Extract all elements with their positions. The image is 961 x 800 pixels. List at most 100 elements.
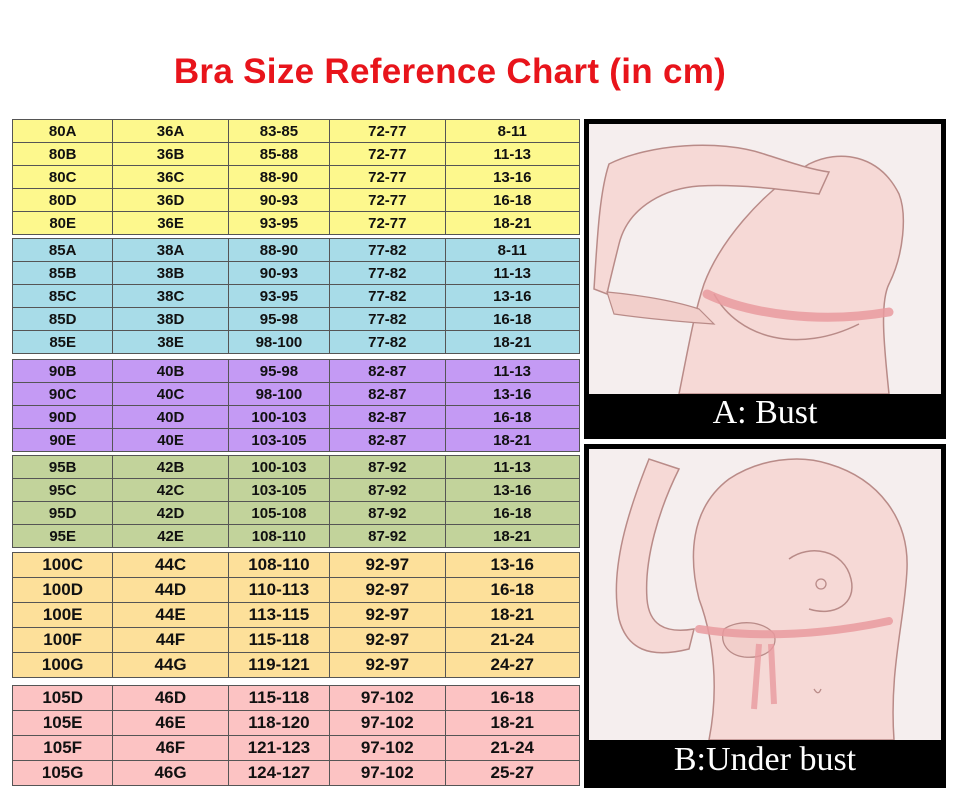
us-size-cell: 36D [112, 188, 229, 212]
table-row: 100D 44D 110-113 92-97 16-18 [11, 577, 580, 603]
eu-size-cell: 105G [11, 760, 114, 786]
under-bust-range-cell: 92-97 [329, 652, 446, 678]
table-row: 95E 42E 108-110 87-92 18-21 [11, 524, 580, 548]
table-row: 85D 38D 95-98 77-82 16-18 [11, 307, 580, 331]
bust-range-cell: 93-95 [227, 284, 331, 308]
us-size-cell: 40D [112, 405, 229, 429]
table-row: 80A 36A 83-85 72-77 8-11 [11, 119, 580, 143]
difference-range-cell: 21-24 [444, 735, 580, 761]
under-bust-range-cell: 97-102 [329, 735, 446, 761]
difference-range-cell: 11-13 [444, 261, 580, 285]
table-row: 105E 46E 118-120 97-102 18-21 [11, 710, 580, 736]
eu-size-cell: 100F [11, 627, 114, 653]
table-row: 90E 40E 103-105 82-87 18-21 [11, 428, 580, 452]
under-bust-range-cell: 77-82 [329, 330, 446, 354]
table-row: 90B 40B 95-98 82-87 11-13 [11, 359, 580, 383]
table-row: 105G 46G 124-127 97-102 25-27 [11, 760, 580, 786]
bust-range-cell: 100-103 [227, 405, 331, 429]
eu-size-cell: 105F [11, 735, 114, 761]
bust-range-cell: 110-113 [227, 577, 331, 603]
eu-size-cell: 85C [11, 284, 114, 308]
eu-size-cell: 90B [11, 359, 114, 383]
under-bust-range-cell: 97-102 [329, 710, 446, 736]
eu-size-cell: 85B [11, 261, 114, 285]
us-size-cell: 40C [112, 382, 229, 406]
table-row: 105F 46F 121-123 97-102 21-24 [11, 735, 580, 761]
under-bust-range-cell: 87-92 [329, 455, 446, 479]
us-size-cell: 40B [112, 359, 229, 383]
difference-range-cell: 11-13 [444, 359, 580, 383]
table-row: 85E 38E 98-100 77-82 18-21 [11, 330, 580, 354]
us-size-cell: 44C [112, 552, 229, 578]
us-size-cell: 36B [112, 142, 229, 166]
bust-range-cell: 121-123 [227, 735, 331, 761]
bust-range-cell: 118-120 [227, 710, 331, 736]
us-size-cell: 38C [112, 284, 229, 308]
eu-size-cell: 80E [11, 211, 114, 235]
table-row: 80E 36E 93-95 72-77 18-21 [11, 211, 580, 235]
eu-size-cell: 90D [11, 405, 114, 429]
under-bust-range-cell: 97-102 [329, 685, 446, 711]
under-bust-range-cell: 77-82 [329, 307, 446, 331]
eu-size-cell: 100C [11, 552, 114, 578]
table-row: 105D 46D 115-118 97-102 16-18 [11, 685, 580, 711]
bust-range-cell: 100-103 [227, 455, 331, 479]
table-row: 85C 38C 93-95 77-82 13-16 [11, 284, 580, 308]
under-bust-range-cell: 92-97 [329, 602, 446, 628]
bust-range-cell: 93-95 [227, 211, 331, 235]
bust-range-cell: 124-127 [227, 760, 331, 786]
us-size-cell: 38A [112, 238, 229, 262]
bust-range-cell: 98-100 [227, 330, 331, 354]
under-bust-range-cell: 82-87 [329, 405, 446, 429]
bust-range-cell: 88-90 [227, 238, 331, 262]
table-row: 95C 42C 103-105 87-92 13-16 [11, 478, 580, 502]
under-bust-range-cell: 82-87 [329, 382, 446, 406]
eu-size-cell: 105E [11, 710, 114, 736]
difference-range-cell: 25-27 [444, 760, 580, 786]
bust-caption: A: Bust [712, 394, 818, 431]
difference-range-cell: 18-21 [444, 428, 580, 452]
under-bust-illustration-panel: B:Under bust [584, 444, 946, 788]
difference-range-cell: 16-18 [444, 685, 580, 711]
difference-range-cell: 24-27 [444, 652, 580, 678]
size-group-table: 100C 44C 108-110 92-97 13-16 100D 44D 110-113 92… [11, 552, 580, 678]
us-size-cell: 36A [112, 119, 229, 143]
under-bust-range-cell: 87-92 [329, 478, 446, 502]
us-size-cell: 44G [112, 652, 229, 678]
eu-size-cell: 105D [11, 685, 114, 711]
bust-range-cell: 108-110 [227, 552, 331, 578]
eu-size-cell: 85E [11, 330, 114, 354]
difference-range-cell: 8-11 [444, 119, 580, 143]
under-bust-range-cell: 97-102 [329, 760, 446, 786]
difference-range-cell: 16-18 [444, 501, 580, 525]
difference-range-cell: 13-16 [444, 165, 580, 189]
difference-range-cell: 13-16 [444, 552, 580, 578]
difference-range-cell: 11-13 [444, 142, 580, 166]
table-row: 85B 38B 90-93 77-82 11-13 [11, 261, 580, 285]
under-bust-figure-drawing [589, 449, 941, 741]
table-row: 100F 44F 115-118 92-97 21-24 [11, 627, 580, 653]
bust-range-cell: 105-108 [227, 501, 331, 525]
table-row: 85A 38A 88-90 77-82 8-11 [11, 238, 580, 262]
bust-range-cell: 98-100 [227, 382, 331, 406]
us-size-cell: 46D [112, 685, 229, 711]
size-group-table: 80A 36A 83-85 72-77 8-11 80B 36B 85-88 72-77 11-1… [11, 119, 580, 235]
size-group-table: 95B 42B 100-103 87-92 11-13 95C 42C 103-105 87-9… [11, 455, 580, 548]
difference-range-cell: 11-13 [444, 455, 580, 479]
table-row: 80C 36C 88-90 72-77 13-16 [11, 165, 580, 189]
bust-range-cell: 108-110 [227, 524, 331, 548]
difference-range-cell: 16-18 [444, 577, 580, 603]
bust-range-cell: 113-115 [227, 602, 331, 628]
under-bust-range-cell: 87-92 [329, 501, 446, 525]
under-bust-range-cell: 87-92 [329, 524, 446, 548]
difference-range-cell: 18-21 [444, 602, 580, 628]
bust-range-cell: 103-105 [227, 428, 331, 452]
difference-range-cell: 18-21 [444, 710, 580, 736]
difference-range-cell: 8-11 [444, 238, 580, 262]
under-bust-range-cell: 92-97 [329, 577, 446, 603]
under-bust-range-cell: 72-77 [329, 211, 446, 235]
bust-range-cell: 95-98 [227, 307, 331, 331]
us-size-cell: 38E [112, 330, 229, 354]
eu-size-cell: 85D [11, 307, 114, 331]
bust-range-cell: 85-88 [227, 142, 331, 166]
